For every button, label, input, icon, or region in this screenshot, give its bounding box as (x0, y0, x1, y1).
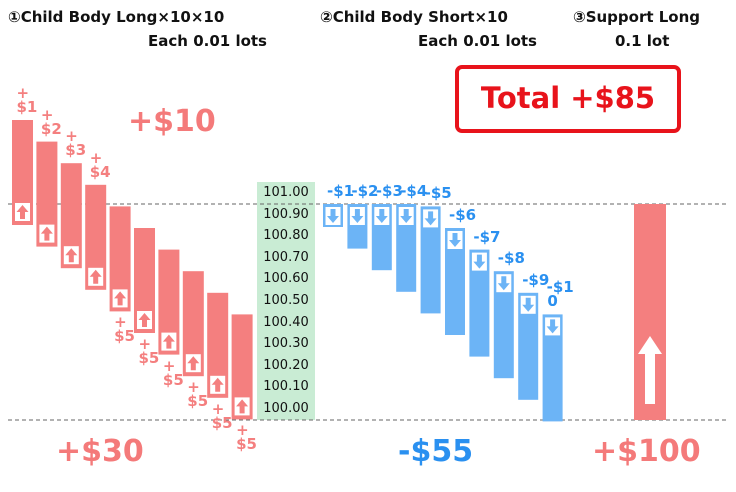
long-bar (182, 271, 204, 377)
result: +$100 (592, 434, 701, 469)
short-bar (469, 249, 490, 357)
short-bar (542, 314, 563, 422)
profit-label: +$5 (114, 313, 135, 346)
header-title: ①Child Body Long×10×10 (8, 8, 225, 26)
up-arrow (40, 226, 53, 241)
long-bar (134, 228, 155, 333)
result: +$10 (128, 104, 216, 139)
profit-label: +$5 (236, 421, 257, 454)
down-arrow (375, 209, 388, 223)
long-bar (36, 141, 58, 247)
long-bar (109, 206, 131, 312)
up-arrow (89, 269, 102, 284)
total: Total +$85 (480, 81, 656, 115)
price-level: 100.20 (263, 357, 309, 373)
profit-label: +$5 (162, 356, 184, 389)
loss-label: -$6 (449, 206, 477, 224)
long-bar (60, 163, 82, 269)
price-level: 100.60 (263, 271, 309, 287)
down-arrow (327, 209, 339, 223)
price-level: 101.00 (263, 185, 309, 200)
down-arrow (473, 254, 486, 269)
loss-label: -$1 (327, 182, 355, 200)
down-arrow (449, 233, 461, 247)
loss-label: -$2 (351, 182, 379, 200)
long-bar (231, 314, 253, 420)
down-arrow (400, 209, 413, 223)
price-level: 100.50 (263, 293, 309, 308)
down-arrow (351, 209, 364, 223)
up-arrow (114, 291, 127, 306)
loss-label: -$7 (473, 227, 501, 246)
price-level: 100.90 (263, 206, 309, 222)
header-subtitle: Each 0.01 lots (148, 32, 267, 50)
short-bar (420, 206, 441, 314)
result: +$30 (56, 434, 144, 469)
short-bar (445, 228, 465, 335)
down-arrow (497, 276, 510, 291)
long-bar (207, 292, 229, 398)
price-level: 100.00 (263, 401, 309, 416)
loss-label: -$3 (375, 182, 403, 200)
profit-label: +$5 (211, 399, 233, 432)
up-arrow (638, 336, 662, 404)
up-arrow (162, 334, 175, 349)
total-box (455, 65, 681, 133)
header-subtitle: 0.1 lot (615, 32, 670, 50)
loss-label: -$8 (497, 249, 525, 268)
loss-label: -$10 (546, 278, 574, 311)
up-arrow (211, 377, 224, 392)
down-arrow (424, 211, 437, 226)
up-arrow (65, 248, 78, 263)
long-bar (85, 184, 107, 290)
price-level: 100.40 (263, 314, 309, 330)
header-title: ②Child Body Short×10 (320, 8, 508, 26)
loss-label: -$4 (400, 182, 428, 200)
up-arrow (138, 313, 151, 327)
profit-label: +$4 (89, 148, 111, 181)
down-arrow (522, 297, 535, 312)
up-arrow (236, 399, 249, 414)
long-bar (158, 249, 180, 355)
short-bar (396, 204, 417, 292)
header-subtitle: Each 0.01 lots (418, 32, 537, 50)
short-bar (518, 292, 539, 400)
result: -$55 (398, 434, 474, 469)
long-bar (12, 120, 33, 225)
profit-label: +$2 (40, 105, 62, 138)
up-arrow (187, 356, 200, 371)
down-arrow (546, 319, 559, 334)
profit-label: +$5 (138, 335, 160, 367)
short-bar (493, 271, 514, 379)
profit-label: +$1 (16, 84, 38, 116)
up-arrow (16, 205, 29, 219)
price-level: 100.80 (263, 228, 309, 244)
price-level: 100.10 (263, 379, 309, 395)
loss-label: -$9 (522, 270, 550, 289)
price-level: 100.70 (263, 249, 309, 265)
price-level: 100.30 (263, 336, 309, 352)
price-ladder (257, 182, 315, 420)
header-title: ③Support Long (573, 8, 701, 26)
loss-label: -$5 (424, 184, 452, 203)
profit-label: +$3 (65, 127, 87, 160)
profit-label: +$5 (187, 378, 209, 411)
